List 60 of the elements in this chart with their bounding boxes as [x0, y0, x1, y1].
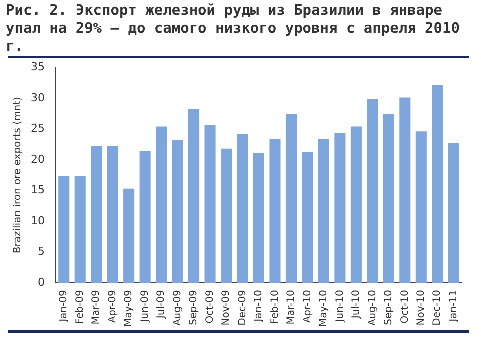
- y-tick-label: 5: [38, 245, 45, 258]
- bar: [432, 85, 444, 284]
- x-tick-label: Jun-09: [140, 290, 151, 324]
- bar: [172, 140, 184, 284]
- x-tick-label: Jan-09: [58, 290, 70, 323]
- bar: [253, 153, 265, 284]
- bar: [350, 126, 362, 284]
- bar: [318, 139, 330, 284]
- x-tick-label: Mar-09: [91, 290, 102, 325]
- x-tick-label: May-10: [318, 290, 330, 328]
- x-tick-label: Aug-10: [367, 290, 378, 326]
- bar: [107, 146, 118, 284]
- x-tick-label: Dec-10: [432, 290, 444, 326]
- x-tick-label: Jun-10: [334, 290, 346, 324]
- y-tick-label: 30: [30, 91, 45, 104]
- x-tick-label: Nov-10: [416, 290, 427, 326]
- x-tick-label: Dec-09: [237, 290, 248, 326]
- x-tick-label: Feb-09: [74, 290, 86, 324]
- y-tick-label: 0: [38, 276, 45, 290]
- bar: [270, 139, 281, 284]
- y-tick-label: 15: [30, 184, 45, 197]
- x-tick-label: Aug-09: [172, 290, 184, 326]
- x-tick-label: Apr-09: [107, 290, 118, 324]
- x-tick-label: Nov-09: [221, 290, 232, 326]
- x-tick-label: Oct-10: [400, 290, 411, 324]
- bar: [58, 176, 70, 284]
- bar: [237, 134, 248, 284]
- x-tick-label: Sep-10: [384, 290, 395, 326]
- chart-title: Рис. 2. Экспорт железной руды из Бразилии в январе упал на 29% – до самого низкого уровня с апреля 2010 г.: [5, 2, 461, 56]
- x-tick-label: Jan-11: [448, 290, 460, 323]
- bar: [448, 143, 460, 284]
- bar: [74, 176, 86, 284]
- bar: [334, 134, 346, 284]
- x-tick-label: Jan-10: [254, 290, 265, 323]
- y-tick-label: 10: [30, 214, 45, 228]
- x-tick-label: Feb-10: [270, 290, 281, 324]
- bar: [367, 99, 378, 284]
- bar: [140, 151, 151, 284]
- y-tick-label: 35: [30, 60, 45, 74]
- bar: [400, 98, 411, 284]
- x-tick-label: Jul-09: [156, 290, 168, 320]
- bar: [416, 132, 427, 284]
- y-tick-label: 25: [30, 122, 45, 136]
- bar: [91, 146, 102, 284]
- bar: [156, 126, 168, 284]
- y-tick-label: 20: [30, 152, 45, 166]
- bar: [124, 188, 135, 284]
- bar: [188, 109, 200, 284]
- bar: [220, 148, 232, 284]
- x-tick-label: Jul-10: [351, 290, 362, 320]
- bar: [286, 114, 297, 284]
- x-tick-label: Mar-10: [286, 290, 298, 325]
- bar: [302, 152, 314, 284]
- x-tick-label: Apr-10: [302, 290, 314, 324]
- bar: [204, 125, 216, 284]
- x-tick-label: Oct-09: [204, 290, 216, 324]
- x-tick-label: May-09: [124, 290, 135, 328]
- x-tick-label: Sep-09: [188, 290, 200, 326]
- y-axis-title: Brazilian iron ore exports (mnt): [12, 97, 24, 254]
- bar: [383, 114, 394, 284]
